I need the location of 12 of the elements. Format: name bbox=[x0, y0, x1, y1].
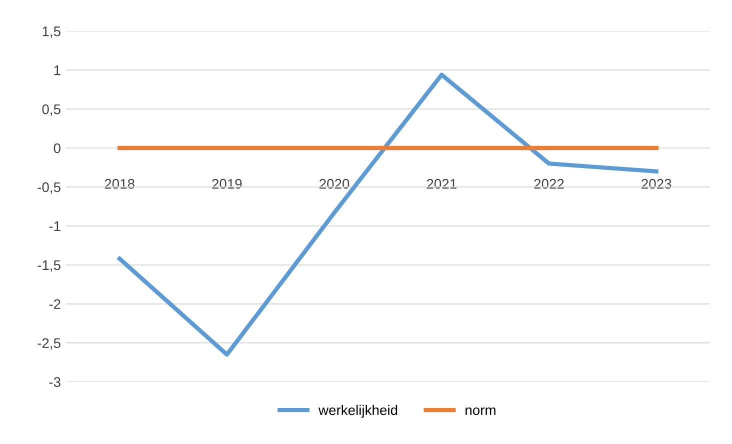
y-tick-label: 0 bbox=[54, 143, 60, 154]
y-tick-label: -1 bbox=[49, 221, 60, 231]
y-tick-label: 0,5 bbox=[42, 104, 60, 116]
y-tick-label: -2 bbox=[49, 299, 60, 309]
legend-label: norm bbox=[466, 407, 496, 416]
legend-label: werkelijkheid bbox=[318, 404, 398, 418]
y-tick-label: -1,5 bbox=[38, 260, 60, 272]
y-tick-label: 1 bbox=[54, 66, 60, 76]
y-tick-label: 1,5 bbox=[42, 26, 60, 38]
y-tick-label: -2,5 bbox=[38, 338, 60, 350]
y-tick-label: -3 bbox=[49, 377, 60, 388]
y-tick-label: -0,5 bbox=[38, 182, 60, 194]
